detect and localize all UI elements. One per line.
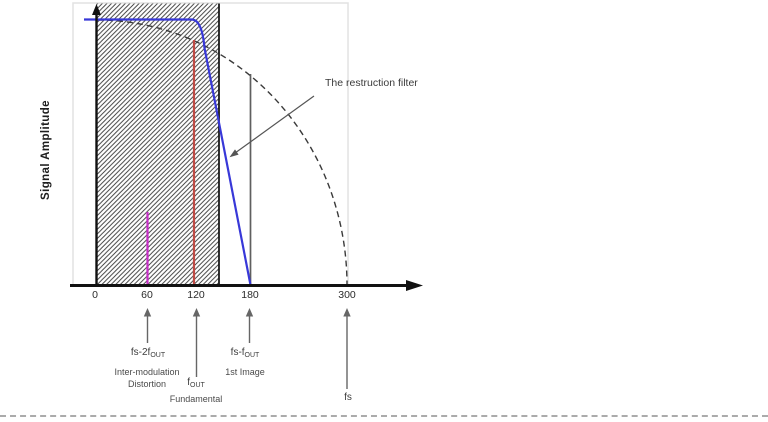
x-tick-0: 0 (92, 289, 98, 301)
annotation-leader-line (232, 95, 315, 155)
callout-fundamental-desc1: Fundamental (169, 394, 223, 404)
rolloff-envelope-curve (96, 19, 348, 286)
formula-subscript: OUT (190, 382, 205, 389)
callout-intermod-desc1: Inter-modulation (114, 367, 180, 377)
formula-main: fs (344, 392, 352, 403)
x-tick-120: 120 (187, 289, 205, 301)
bottom-dashed-divider (0, 415, 768, 417)
callout-image-desc1: 1st Image (225, 367, 265, 377)
formula-main: f (187, 377, 190, 388)
formula-main: fs-2f (130, 347, 151, 358)
x-axis-arrowhead-icon (406, 280, 423, 291)
callout-image-formula: fs-fOUT (230, 347, 260, 359)
x-tick-300: 300 (338, 289, 356, 301)
callout-arrows (143, 308, 351, 389)
callout-intermod-formula: fs-2fOUT (130, 347, 166, 359)
callout-fundamental-formula: fOUT (187, 377, 205, 389)
annotation-arrowhead-icon (229, 149, 239, 158)
filter-response-curve (84, 18, 252, 286)
formula-subscript: OUT (244, 352, 260, 359)
formula-subscript: OUT (150, 352, 166, 359)
callout-fs-formula: fs (344, 392, 352, 403)
x-tick-60: 60 (141, 289, 153, 301)
hatched-baseband-region (96, 3, 219, 285)
x-tick-180: 180 (241, 289, 259, 301)
annotation-label: The restruction filter (325, 77, 418, 89)
y-axis-arrowhead-icon (92, 4, 101, 15)
formula-main: fs-f (230, 347, 245, 358)
callout-intermod-desc2: Distortion (127, 379, 167, 389)
y-axis-label: Signal Amplitude (40, 100, 52, 200)
